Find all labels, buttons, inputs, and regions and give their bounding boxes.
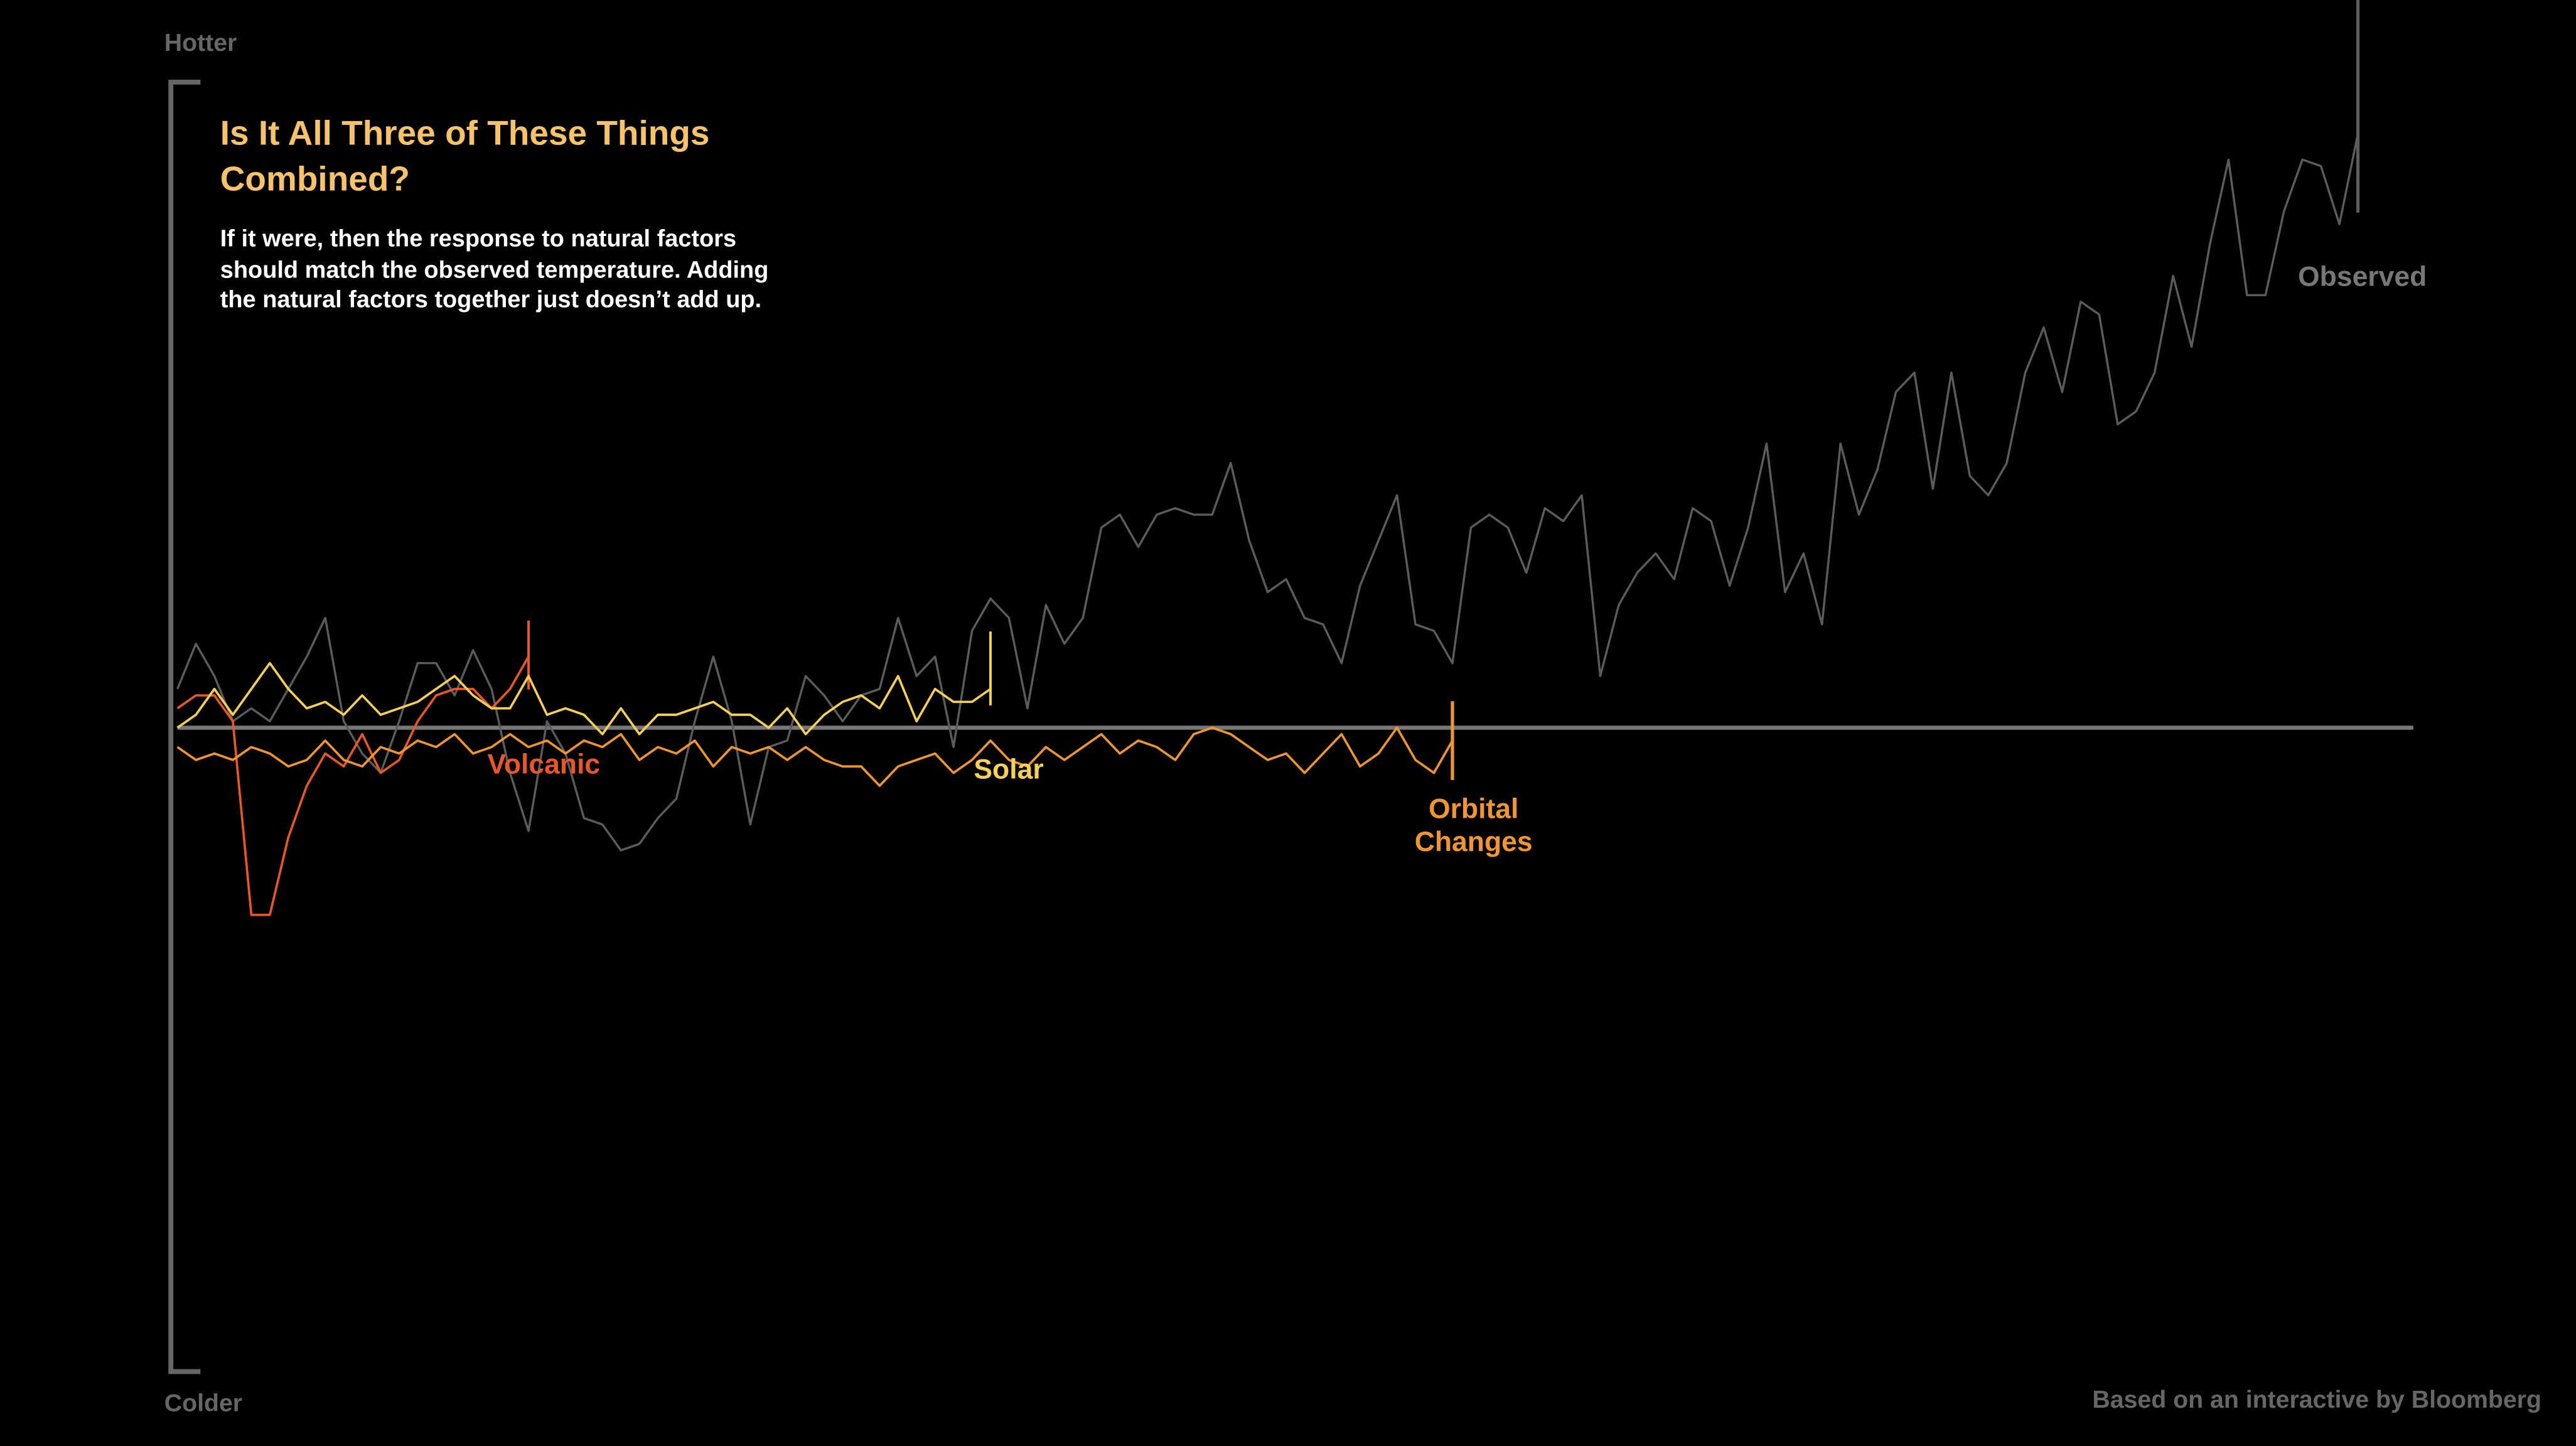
series-line: [176, 726, 1454, 787]
axis-bracket: [168, 79, 201, 1374]
series-line: [176, 656, 530, 916]
series-label: Solar: [974, 754, 1044, 786]
chart-title: Is It All Three of These Things Combined…: [220, 115, 710, 199]
source-note: Based on an interactive by Bloomberg: [2092, 1386, 2541, 1415]
series-label: Orbital Changes: [1414, 793, 1533, 858]
hotter-label: Hotter: [164, 29, 237, 58]
chart-subtitle: If it were, then the response to natural…: [220, 227, 769, 314]
series-line: [176, 133, 2359, 852]
series-label: Observed: [2298, 261, 2427, 292]
series-label: Volcanic: [487, 749, 601, 781]
series-line: [176, 661, 992, 736]
colder-label: Colder: [164, 1390, 243, 1418]
